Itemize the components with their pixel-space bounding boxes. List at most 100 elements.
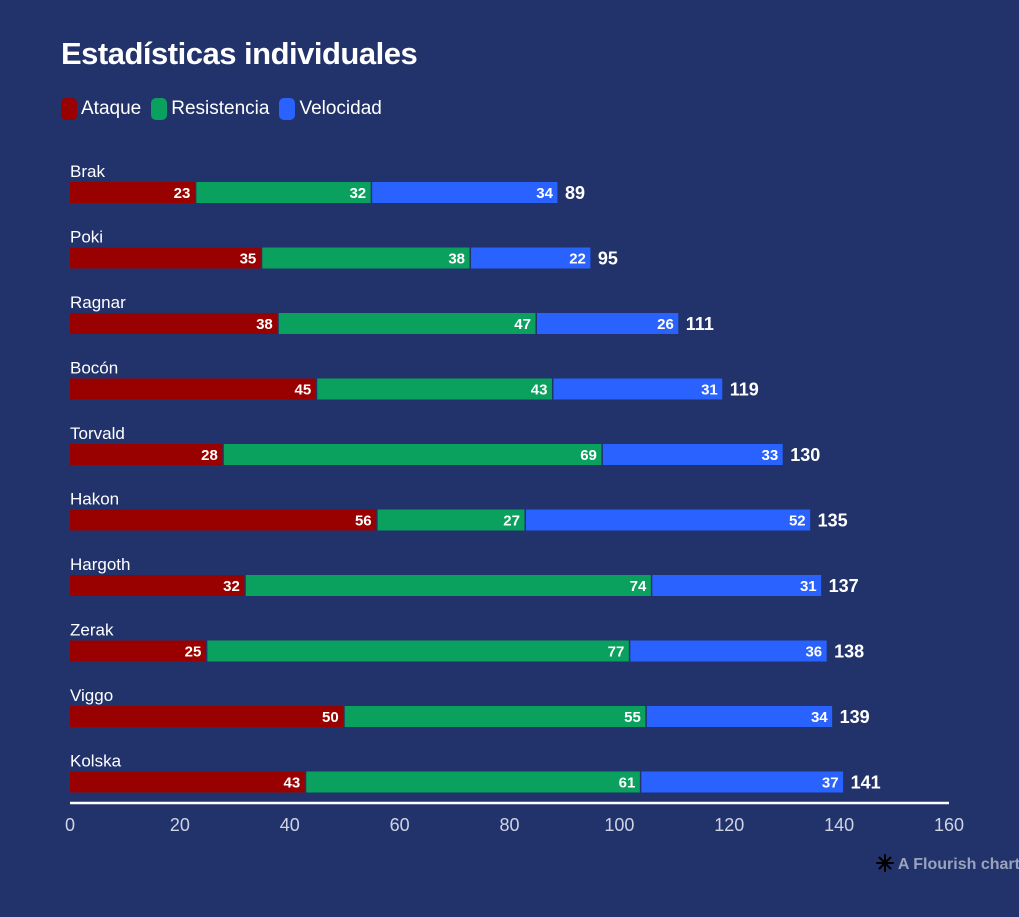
- data-label-kolska-resistencia: 61: [619, 775, 636, 792]
- total-label-kolska: 141: [851, 773, 881, 793]
- x-tick-label-140: 140: [824, 815, 854, 835]
- category-label-hargoth: Hargoth: [70, 555, 130, 574]
- legend-swatch-resistencia: [151, 98, 168, 120]
- category-label-poki: Poki: [70, 228, 103, 247]
- data-label-brak-ataque: 23: [174, 185, 191, 202]
- total-label-torvald: 130: [790, 445, 820, 465]
- x-tick-label-120: 120: [714, 815, 744, 835]
- x-tick-label-100: 100: [604, 815, 634, 835]
- data-label-ragnar-resistencia: 47: [514, 316, 531, 333]
- bar-torvald-resistencia: [223, 444, 602, 465]
- category-label-viggo: Viggo: [70, 686, 113, 705]
- data-label-zerak-velocidad: 36: [805, 644, 822, 661]
- data-label-brak-velocidad: 34: [536, 185, 553, 202]
- bar-hargoth-velocidad: [652, 575, 822, 596]
- x-tick-label-80: 80: [499, 815, 519, 835]
- data-label-ragnar-ataque: 38: [256, 316, 273, 333]
- data-label-hakon-velocidad: 52: [789, 513, 806, 530]
- x-tick-label-40: 40: [280, 815, 300, 835]
- legend: Ataque Resistencia Velocidad: [61, 98, 382, 120]
- bar-kolska-velocidad: [641, 771, 844, 793]
- data-label-kolska-velocidad: 37: [822, 775, 839, 792]
- data-label-bocon-ataque: 45: [295, 382, 312, 399]
- bar-bocon-velocidad: [553, 378, 723, 400]
- total-label-hakon: 135: [818, 511, 848, 531]
- data-label-viggo-velocidad: 34: [811, 709, 828, 726]
- total-label-ragnar: 111: [686, 314, 714, 334]
- bar-brak-ataque: [70, 182, 195, 203]
- data-label-hakon-ataque: 56: [355, 513, 372, 530]
- flourish-credit-label: A Flourish chart: [897, 856, 1019, 873]
- total-label-viggo: 139: [840, 707, 870, 727]
- data-label-hargoth-velocidad: 31: [800, 578, 817, 595]
- data-label-poki-resistencia: 38: [448, 251, 465, 268]
- legend-item-ataque[interactable]: Ataque: [61, 98, 141, 120]
- data-label-brak-resistencia: 32: [349, 185, 366, 202]
- bar-viggo-resistencia: [344, 706, 646, 727]
- bar-viggo-velocidad: [646, 706, 833, 727]
- bar-kolska-resistencia: [306, 771, 640, 793]
- legend-label-velocidad: Velocidad: [299, 98, 382, 119]
- bar-ragnar-ataque: [70, 313, 278, 334]
- bar-poki-ataque: [70, 247, 261, 269]
- data-label-hargoth-resistencia: 74: [630, 578, 647, 595]
- bar-zerak-resistencia: [207, 640, 629, 662]
- data-label-zerak-ataque: 25: [185, 644, 202, 661]
- data-label-torvald-ataque: 28: [201, 447, 218, 464]
- data-label-viggo-resistencia: 55: [624, 709, 641, 726]
- data-label-hakon-resistencia: 27: [503, 513, 520, 530]
- bar-torvald-ataque: [70, 444, 223, 465]
- total-label-zerak: 138: [834, 642, 864, 662]
- bar-hakon-velocidad: [525, 509, 811, 531]
- bar-hargoth-ataque: [70, 575, 245, 596]
- bar-zerak-ataque: [70, 640, 206, 662]
- data-label-bocon-velocidad: 31: [701, 382, 718, 399]
- total-label-brak: 89: [565, 183, 585, 203]
- bar-viggo-ataque: [70, 706, 344, 727]
- bar-hakon-resistencia: [377, 509, 525, 531]
- flourish-credit[interactable]: A Flourish chart: [876, 854, 1019, 874]
- bar-bocon-resistencia: [317, 378, 552, 400]
- category-label-kolska: Kolska: [70, 752, 122, 771]
- data-label-torvald-resistencia: 69: [580, 447, 597, 464]
- legend-label-resistencia: Resistencia: [171, 98, 270, 119]
- bar-kolska-ataque: [70, 771, 305, 793]
- total-label-hargoth: 137: [829, 576, 859, 596]
- data-label-ragnar-velocidad: 26: [657, 316, 674, 333]
- bar-ragnar-resistencia: [278, 313, 536, 334]
- bar-brak-resistencia: [196, 182, 371, 203]
- data-label-kolska-ataque: 43: [284, 775, 301, 792]
- data-label-bocon-resistencia: 43: [531, 382, 548, 399]
- category-label-zerak: Zerak: [70, 621, 114, 640]
- category-label-bocon: Bocón: [70, 359, 118, 378]
- legend-item-velocidad[interactable]: Velocidad: [279, 98, 382, 120]
- x-tick-label-160: 160: [934, 815, 964, 835]
- bar-hakon-ataque: [70, 509, 377, 531]
- data-label-poki-ataque: 35: [240, 251, 257, 268]
- category-label-brak: Brak: [70, 162, 105, 181]
- flourish-logo-icon: [876, 854, 894, 872]
- bar-brak-velocidad: [372, 182, 558, 203]
- bar-poki-resistencia: [262, 247, 470, 269]
- bar-ragnar-velocidad: [536, 313, 679, 334]
- category-label-torvald: Torvald: [70, 424, 125, 443]
- x-tick-label-20: 20: [170, 815, 190, 835]
- chart-title: Estadísticas individuales: [61, 36, 418, 71]
- bar-torvald-velocidad: [602, 444, 783, 465]
- category-label-hakon: Hakon: [70, 490, 119, 509]
- total-label-poki: 95: [598, 249, 618, 269]
- legend-swatch-velocidad: [279, 98, 296, 120]
- bar-hargoth-resistencia: [245, 575, 651, 596]
- data-label-zerak-resistencia: 77: [608, 644, 625, 661]
- legend-item-resistencia[interactable]: Resistencia: [151, 98, 269, 120]
- legend-label-ataque: Ataque: [81, 98, 142, 119]
- data-label-viggo-ataque: 50: [322, 709, 339, 726]
- category-label-ragnar: Ragnar: [70, 293, 126, 312]
- bar-zerak-velocidad: [630, 640, 827, 662]
- x-tick-label-0: 0: [65, 815, 75, 835]
- data-label-hargoth-ataque: 32: [223, 578, 240, 595]
- bar-bocon-ataque: [70, 378, 316, 400]
- total-label-bocon: 119: [730, 380, 759, 400]
- bar-poki-velocidad: [471, 247, 591, 269]
